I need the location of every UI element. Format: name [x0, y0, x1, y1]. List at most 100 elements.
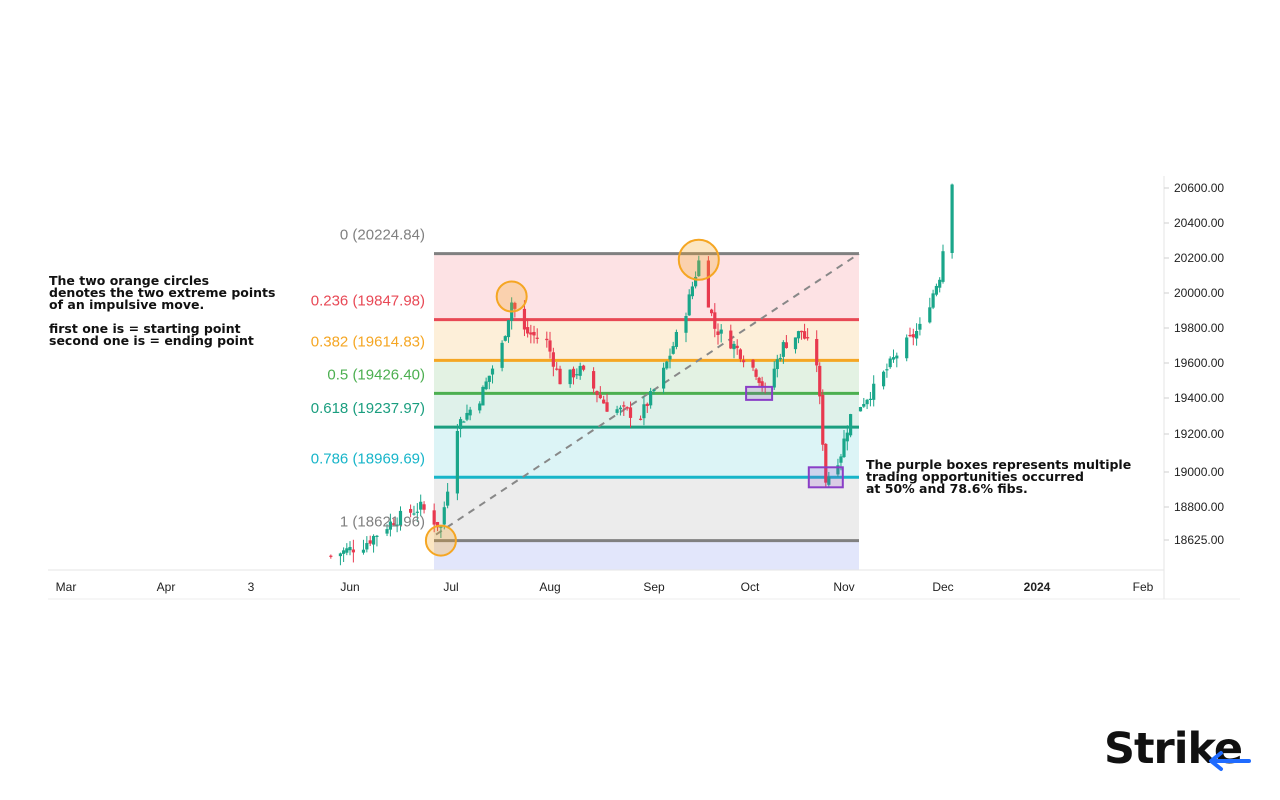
candle-body: [928, 307, 932, 323]
candle-body: [625, 407, 629, 409]
candle-body: [690, 286, 694, 297]
fib-zone-0: [434, 253, 859, 320]
candle: [827, 471, 831, 488]
candle: [687, 289, 691, 316]
x-tick-label: Nov: [833, 580, 854, 594]
candle: [891, 349, 896, 363]
candle: [468, 406, 472, 421]
candle-body: [435, 522, 440, 528]
candle: [872, 375, 876, 407]
candle-body: [872, 383, 876, 400]
x-tick-label: Oct: [741, 580, 760, 594]
candle: [532, 325, 536, 344]
candle: [409, 504, 413, 518]
candle-body: [638, 418, 643, 420]
candle-body: [652, 389, 656, 392]
candle: [751, 358, 755, 372]
candle: [754, 368, 758, 381]
candle: [842, 429, 846, 459]
candle-body: [862, 404, 866, 407]
candle-body: [821, 394, 825, 445]
purple-box-50-percent-retest: [745, 385, 774, 401]
candle: [439, 525, 443, 538]
candle: [849, 413, 853, 438]
candle-body: [775, 359, 779, 370]
candle: [784, 335, 788, 349]
candle-body: [392, 523, 396, 526]
candle-body: [836, 465, 840, 475]
candle: [622, 401, 626, 416]
candle: [716, 323, 720, 345]
candle: [778, 353, 782, 362]
fib-labels: 0 (20224.84) 0.236 (19847.98) 0.382 (19614…: [311, 227, 425, 531]
highlight-boxes: [745, 385, 844, 489]
x-tick-label: Feb: [1133, 580, 1154, 594]
axes: Mar Apr 3 Jun Jul Aug Sep Oct Nov Dec 2024 Feb 20600…: [48, 176, 1240, 600]
candle: [455, 423, 459, 501]
candle-body: [522, 308, 527, 330]
candle: [821, 389, 825, 451]
candle-body: [815, 338, 819, 366]
y-tick-label: 19800.00: [1174, 321, 1224, 335]
candle-body: [882, 371, 886, 387]
candle-body: [503, 336, 507, 341]
candle-body: [481, 386, 485, 406]
candle-body: [662, 367, 666, 389]
candle-body: [849, 414, 853, 436]
candle-body: [578, 365, 582, 376]
candle-body: [911, 334, 915, 338]
candle: [915, 323, 919, 346]
x-tick-label: Dec: [932, 580, 953, 594]
candle: [697, 255, 701, 277]
candle-body: [665, 361, 669, 369]
candle-body: [687, 294, 691, 316]
candle-body: [934, 285, 938, 295]
candle-body: [455, 430, 459, 494]
purple-box-78.6-percent-retest: [807, 466, 844, 489]
candle-body: [716, 331, 720, 335]
candle: [412, 505, 416, 516]
orange-circle-start: [424, 524, 457, 557]
candle: [806, 328, 810, 341]
candle: [571, 366, 576, 385]
x-tick-label: Jul: [443, 580, 458, 594]
candle: [931, 289, 935, 310]
candle-body: [419, 501, 423, 510]
candle: [729, 324, 733, 350]
candle: [487, 375, 491, 390]
candle: [595, 390, 599, 403]
candle-body: [950, 184, 954, 253]
candle-body: [684, 316, 688, 333]
candle-body: [439, 526, 443, 528]
candle-body: [713, 312, 717, 329]
fib-zone-0.618: [434, 427, 859, 478]
candle-body: [915, 330, 919, 339]
candle: [506, 319, 511, 343]
candle-body: [484, 381, 488, 390]
candle: [938, 277, 942, 293]
candle: [706, 256, 710, 308]
fib-zone-1: [434, 540, 859, 570]
candle: [365, 536, 369, 553]
fib-zones: [434, 253, 859, 570]
candle-body: [412, 513, 416, 515]
candle: [478, 401, 482, 414]
y-tick-label: 20400.00: [1174, 216, 1224, 230]
candle: [690, 281, 694, 300]
fib-lines: [434, 252, 859, 543]
candle-body: [941, 251, 945, 282]
candle-body: [513, 302, 517, 309]
candle-body: [778, 357, 782, 360]
candle-body: [891, 357, 896, 360]
candle-body: [468, 409, 472, 416]
candle-body: [645, 403, 649, 406]
x-tick-label: Aug: [539, 580, 560, 594]
candle: [950, 183, 954, 259]
candle: [908, 327, 912, 338]
candle: [858, 406, 863, 412]
y-tick-label: 20000.00: [1174, 286, 1224, 300]
candle: [911, 328, 915, 346]
candle-body: [697, 260, 701, 277]
fib-zone-0.786: [434, 477, 859, 541]
candle: [500, 340, 504, 372]
